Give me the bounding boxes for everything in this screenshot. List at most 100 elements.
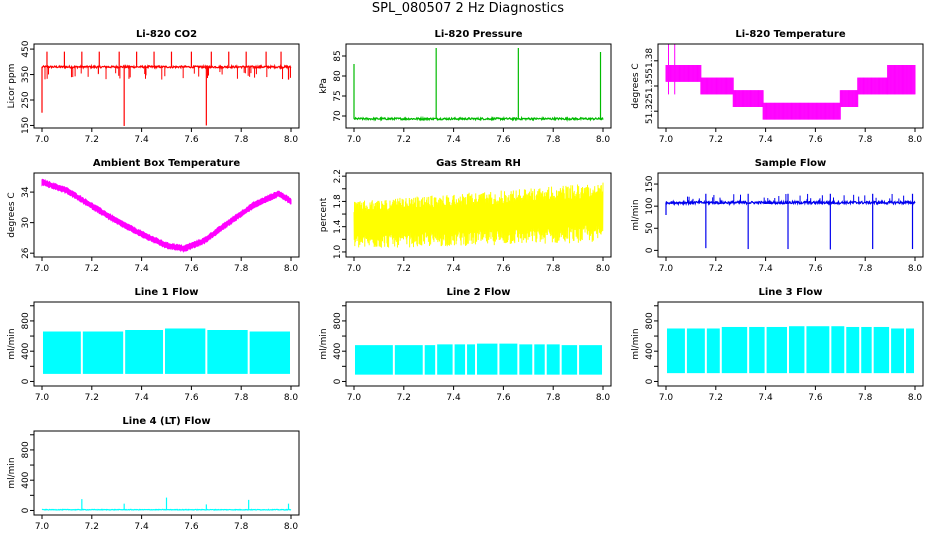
x-tick-label: 8.0 xyxy=(284,393,299,403)
x-tick-label: 7.0 xyxy=(35,522,50,532)
panel-line2-flow: Line 2 Flow7.07.27.47.67.88.004008002006… xyxy=(319,287,612,403)
flow-block xyxy=(686,328,705,374)
y-tick-label: 1.8 xyxy=(333,194,343,209)
x-tick-label: 7.0 xyxy=(347,135,362,145)
flow-block xyxy=(165,328,206,374)
y-tick-label: 400 xyxy=(21,471,31,488)
x-tick-label: 7.0 xyxy=(347,393,362,403)
x-tick-label: 7.0 xyxy=(35,264,50,274)
plot-frame xyxy=(33,430,300,516)
flow-block xyxy=(561,345,578,375)
series-line xyxy=(41,508,292,511)
plot-frame xyxy=(345,172,612,258)
flow-block xyxy=(125,330,164,374)
step-block xyxy=(763,102,841,120)
y-tick-label: 800 xyxy=(645,312,655,329)
flow-block xyxy=(721,326,748,374)
y-tick-label: 400 xyxy=(645,342,655,359)
plot-frame xyxy=(657,301,924,387)
panel-title: Li-820 CO2 xyxy=(136,29,197,40)
step-block xyxy=(666,65,701,82)
y-tick-label: 1.4 xyxy=(333,219,343,234)
flow-block xyxy=(891,328,905,374)
y-tick-label: 26 xyxy=(21,247,31,259)
x-tick-label: 7.4 xyxy=(134,522,149,532)
flow-block xyxy=(477,343,498,375)
step-block xyxy=(887,65,915,95)
series-line4-flow xyxy=(41,497,292,511)
panel-title: Line 2 Flow xyxy=(447,287,511,298)
x-tick-label: 7.8 xyxy=(234,264,249,274)
series-band xyxy=(41,178,292,253)
y-tick-label: 350 xyxy=(21,66,31,83)
x-tick-label: 7.8 xyxy=(234,135,249,145)
x-tick-label: 8.0 xyxy=(908,264,923,274)
x-tick-label: 7.4 xyxy=(134,264,149,274)
panel-title: Ambient Box Temperature xyxy=(93,158,240,169)
x-tick-label: 7.8 xyxy=(858,135,873,145)
series-line xyxy=(353,115,604,122)
flow-block xyxy=(579,345,603,375)
series-sample-flow xyxy=(665,193,916,250)
panel-line1-flow: Line 1 Flow7.07.27.47.67.88.004008002006… xyxy=(7,287,300,403)
y-tick-label: 2.2 xyxy=(333,169,343,183)
figure-title: SPL_080507 2 Hz Diagnostics xyxy=(371,1,565,16)
y-tick-label: 51.38 xyxy=(645,48,655,74)
x-tick-label: 7.0 xyxy=(35,393,50,403)
series-ambient-temp xyxy=(41,178,292,253)
x-tick-label: 7.8 xyxy=(858,264,873,274)
y-tick-label: 450 xyxy=(21,40,31,57)
flow-block xyxy=(424,345,436,375)
x-tick-label: 7.4 xyxy=(758,264,773,274)
y-tick-label: 800 xyxy=(333,312,343,329)
y-tick-label: 400 xyxy=(21,342,31,359)
flow-block xyxy=(666,328,685,374)
x-tick-label: 7.4 xyxy=(446,135,461,145)
flow-block xyxy=(467,344,476,375)
plot-frame xyxy=(657,172,924,258)
x-tick-label: 7.6 xyxy=(184,264,199,274)
flow-block xyxy=(534,344,545,375)
x-tick-label: 7.4 xyxy=(758,135,773,145)
panel-pressure: Li-820 Pressure 7.0 7.2 7.4 7.6 7.8 8.0 70 75 80 8… xyxy=(319,29,612,145)
x-tick-label: 7.6 xyxy=(808,264,823,274)
x-tick-label: 8.0 xyxy=(596,393,611,403)
y-axis-label: degrees C xyxy=(7,192,17,237)
y-tick-label: 1.0 xyxy=(333,245,343,260)
flow-block xyxy=(82,331,124,374)
y-tick-label: 0 xyxy=(21,507,31,513)
x-tick-label: 7.6 xyxy=(808,135,823,145)
y-tick-label: 0 xyxy=(21,378,31,384)
flow-block xyxy=(789,326,805,374)
y-axis-label: ml/min xyxy=(7,328,17,359)
flow-block xyxy=(394,345,423,375)
x-tick-label: 8.0 xyxy=(596,264,611,274)
y-tick-label: 800 xyxy=(21,312,31,329)
y-tick-label: 400 xyxy=(333,342,343,359)
series-line xyxy=(665,199,916,207)
plot-frame xyxy=(345,301,612,387)
y-tick-label: 100 xyxy=(645,197,655,214)
flow-block xyxy=(861,326,872,374)
x-tick-label: 7.2 xyxy=(709,393,723,403)
x-tick-label: 7.2 xyxy=(85,264,99,274)
step-block xyxy=(840,90,858,107)
x-tick-label: 7.8 xyxy=(234,522,249,532)
x-tick-label: 7.8 xyxy=(546,393,561,403)
panel-title: Li-820 Pressure xyxy=(434,29,522,40)
y-tick-label: 85 xyxy=(333,50,343,61)
flow-block xyxy=(42,331,81,374)
panel-rh: Gas Stream RH 7.0 7.2 7.4 7.6 7.8 8.0 1.0 1.4 1.8… xyxy=(319,158,612,274)
flow-block xyxy=(519,344,533,375)
x-tick-label: 7.8 xyxy=(546,264,561,274)
y-axis-label: kPa xyxy=(319,78,329,94)
plot-frame xyxy=(33,301,300,387)
x-tick-label: 7.4 xyxy=(134,135,149,145)
x-tick-label: 7.8 xyxy=(858,393,873,403)
y-tick-label: 800 xyxy=(21,441,31,458)
panel-licor-temp: Li-820 Temperature 7.0 7.2 7.4 7.6 7.8 8.0 51.3… xyxy=(631,29,924,145)
y-tick-label: 150 xyxy=(21,117,31,134)
series-co2 xyxy=(41,51,292,126)
x-tick-label: 7.6 xyxy=(184,393,199,403)
